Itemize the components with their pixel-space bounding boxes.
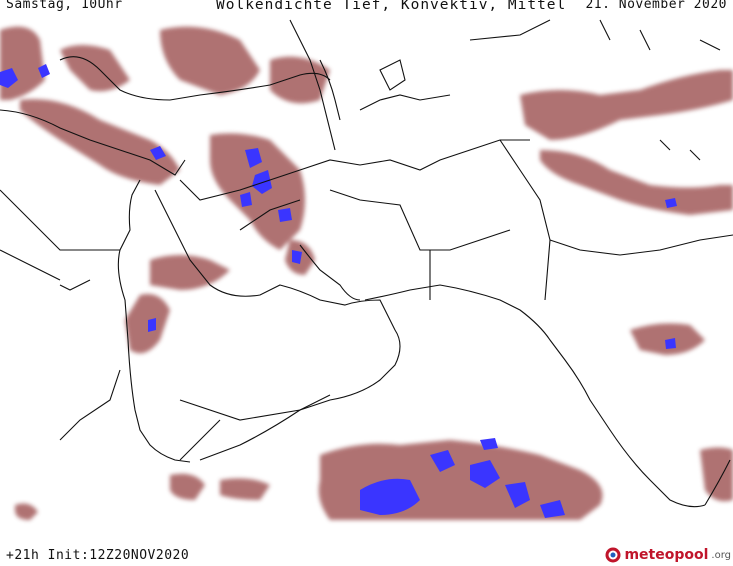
coastline-layer (0, 19, 733, 508)
dense-cloud-layer (0, 64, 677, 518)
run-info: +21h Init:12Z20NOV2020 (6, 548, 190, 563)
brand-tld: .org (711, 549, 731, 561)
valid-time-label: Samstag, 10Uhr (6, 0, 123, 12)
forecast-date: 21. November 2020 (585, 0, 727, 12)
brand-name: meteopool (624, 547, 709, 563)
meteopool-logo-icon (605, 547, 621, 563)
meteopool-brand[interactable]: meteopool .org (605, 544, 731, 566)
weather-map (0, 15, 733, 525)
map-title: Wolkendichte Tief, Konvektiv, Mittel (216, 0, 567, 13)
